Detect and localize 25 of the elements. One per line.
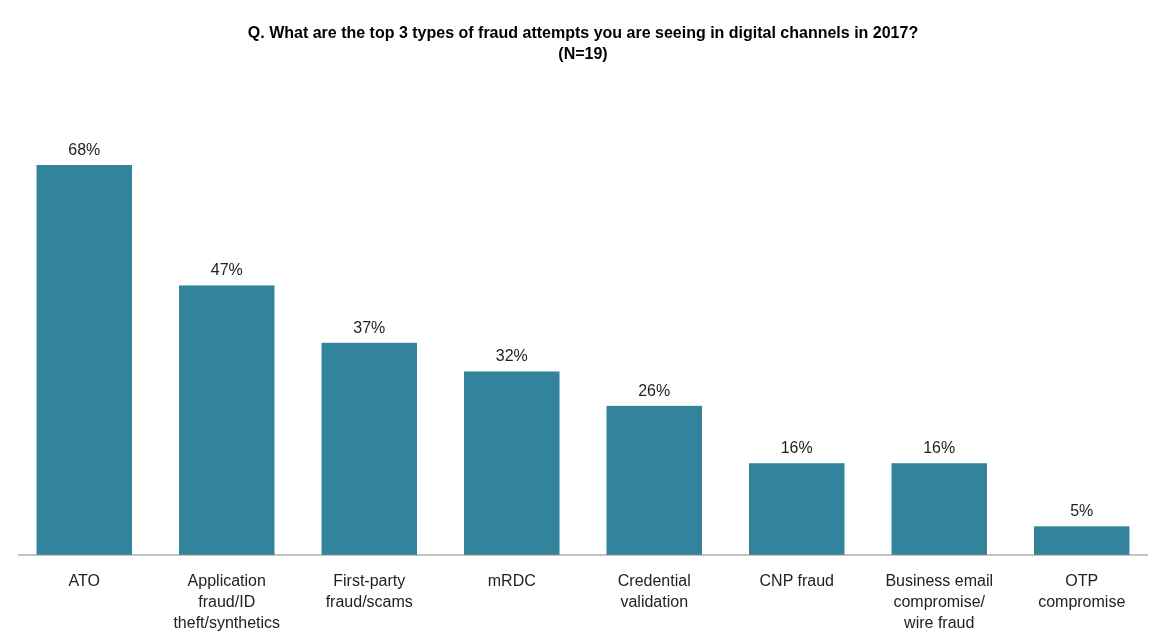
bar [464,371,560,555]
x-tick-label: Business email compromise/ wire fraud [885,572,994,631]
x-tick-label: First-party fraud/scams [325,572,413,610]
x-tick-label: Credential validation [617,572,691,610]
bar [36,165,132,555]
data-label: 32% [495,347,528,365]
data-label: 68% [68,141,101,158]
data-label: 26% [638,381,671,399]
data-label: 37% [353,318,386,336]
bar [179,285,275,555]
data-label: 16% [923,439,956,457]
bar [749,463,845,555]
x-tick-label: ATO [68,572,100,589]
x-tick-label: mRDC [487,572,536,589]
chart-title: Q. What are the top 3 types of fraud attempts you are seeing in digital channels in 2017? (N=19) [247,24,919,62]
x-tick-label: CNP fraud [759,572,834,589]
bar [321,342,417,555]
bar [891,463,987,555]
data-label: 47% [210,261,243,279]
bar [1034,526,1130,555]
data-label: 16% [780,439,813,457]
data-label: 5% [1070,502,1094,520]
bar [606,405,702,555]
x-tick-label: OTP compromise [1038,572,1126,610]
x-tick-label: Application fraud/ID theft/synthetics [173,572,281,631]
